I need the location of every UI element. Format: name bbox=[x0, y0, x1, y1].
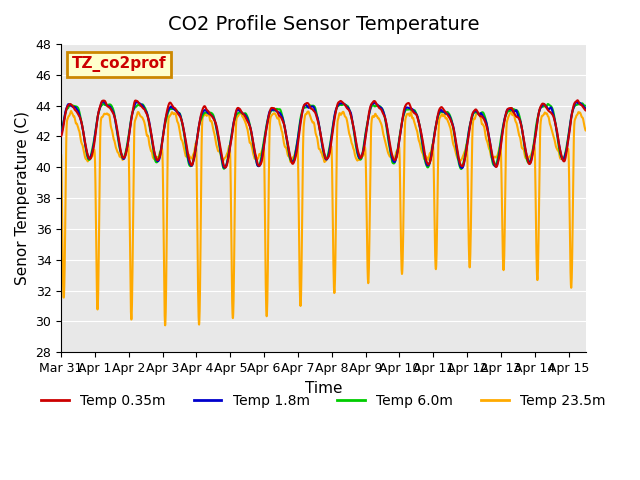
Temp 0.35m bbox=[582, 108, 589, 113]
Text: TZ_co2prof: TZ_co2prof bbox=[72, 56, 166, 72]
Temp 1.8m bbox=[282, 126, 289, 132]
Temp 0.35m bbox=[58, 133, 65, 139]
Temp 1.8m bbox=[458, 165, 466, 171]
Temp 23.5m bbox=[582, 127, 589, 133]
Temp 1.8m bbox=[259, 152, 266, 157]
X-axis label: Time: Time bbox=[305, 381, 342, 396]
Temp 23.5m bbox=[282, 144, 289, 150]
Temp 23.5m bbox=[117, 154, 125, 160]
Temp 23.5m bbox=[259, 147, 266, 153]
Temp 0.35m bbox=[117, 149, 125, 155]
Temp 6.0m bbox=[458, 166, 465, 172]
Temp 1.8m bbox=[515, 115, 523, 121]
Legend: Temp 0.35m, Temp 1.8m, Temp 6.0m, Temp 23.5m: Temp 0.35m, Temp 1.8m, Temp 6.0m, Temp 2… bbox=[36, 388, 611, 413]
Title: CO2 Profile Sensor Temperature: CO2 Profile Sensor Temperature bbox=[168, 15, 479, 34]
Temp 23.5m bbox=[161, 323, 169, 328]
Line: Temp 23.5m: Temp 23.5m bbox=[61, 110, 586, 325]
Temp 6.0m bbox=[58, 129, 65, 135]
Temp 1.8m bbox=[99, 98, 107, 104]
Temp 0.35m bbox=[148, 136, 156, 142]
Temp 0.35m bbox=[282, 127, 289, 132]
Temp 6.0m bbox=[259, 148, 266, 154]
Y-axis label: Senor Temperature (C): Senor Temperature (C) bbox=[15, 111, 30, 285]
Temp 6.0m bbox=[582, 103, 589, 108]
Temp 6.0m bbox=[117, 150, 125, 156]
Temp 23.5m bbox=[572, 115, 579, 121]
Temp 23.5m bbox=[58, 153, 65, 158]
Temp 1.8m bbox=[572, 99, 579, 105]
Temp 6.0m bbox=[148, 138, 156, 144]
Temp 1.8m bbox=[148, 139, 156, 144]
Temp 0.35m bbox=[259, 155, 266, 160]
Temp 6.0m bbox=[281, 126, 289, 132]
Temp 1.8m bbox=[117, 150, 125, 156]
Temp 23.5m bbox=[515, 132, 523, 138]
Temp 0.35m bbox=[515, 116, 523, 121]
Temp 23.5m bbox=[148, 150, 156, 156]
Temp 6.0m bbox=[572, 103, 579, 108]
Line: Temp 1.8m: Temp 1.8m bbox=[61, 101, 586, 168]
Temp 6.0m bbox=[515, 111, 523, 117]
Temp 1.8m bbox=[582, 105, 589, 111]
Line: Temp 0.35m: Temp 0.35m bbox=[61, 100, 586, 168]
Temp 6.0m bbox=[578, 100, 586, 106]
Line: Temp 6.0m: Temp 6.0m bbox=[61, 103, 586, 169]
Temp 0.35m bbox=[572, 99, 579, 105]
Temp 1.8m bbox=[58, 132, 65, 137]
Temp 0.35m bbox=[573, 97, 581, 103]
Temp 0.35m bbox=[221, 165, 229, 170]
Temp 23.5m bbox=[507, 108, 515, 113]
